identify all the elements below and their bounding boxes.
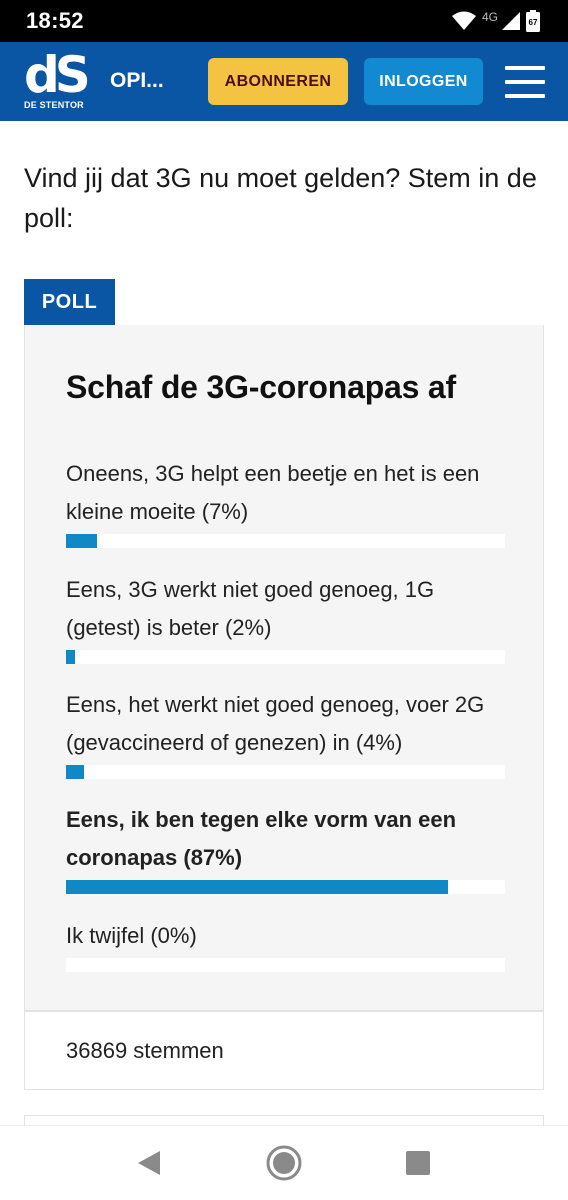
status-icons: 4G 67: [451, 10, 540, 32]
vote-count: 36869 stemmen: [66, 1038, 224, 1063]
status-time: 18:52: [26, 8, 84, 33]
poll-footer: 36869 stemmen: [24, 1011, 544, 1090]
poll-option[interactable]: Oneens, 3G helpt een beetje en het is ee…: [66, 455, 506, 548]
signal-icon: [502, 12, 520, 30]
battery-level: 67: [528, 18, 538, 27]
logo-subtitle: DE STENTOR: [24, 100, 84, 110]
logo[interactable]: dS DE STENTOR: [24, 46, 91, 113]
poll-option[interactable]: Ik twijfel (0%): [66, 917, 506, 972]
poll-option-label: Eens, het werkt niet goed genoeg, voer 2…: [66, 692, 485, 755]
poll-bar-track: [66, 765, 505, 779]
menu-icon[interactable]: [505, 66, 545, 98]
poll-bar-fill: [66, 650, 75, 664]
poll-bar-track: [66, 958, 505, 972]
poll-card: Schaf de 3G-coronapas af Oneens, 3G help…: [24, 325, 544, 1011]
battery-icon: 67: [526, 10, 540, 32]
poll-bar-fill: [66, 534, 97, 548]
logo-mark: dS: [24, 46, 91, 104]
poll-option-label: Ik twijfel (0%): [66, 923, 197, 948]
poll-bar-track: [66, 880, 505, 894]
poll-option-label: Eens, 3G werkt niet goed genoeg, 1G (get…: [66, 577, 435, 640]
poll-bar-track: [66, 534, 505, 548]
app-header: dS DE STENTOR OPI... ABONNEREN INLOGGEN: [0, 42, 568, 121]
home-icon[interactable]: [266, 1145, 302, 1181]
poll-option[interactable]: Eens, 3G werkt niet goed genoeg, 1G (get…: [66, 571, 506, 664]
status-bar: 18:52 4G 67: [0, 0, 568, 42]
article-intro: Vind jij dat 3G nu moet gelden? Stem in …: [24, 163, 537, 233]
wifi-icon: [451, 11, 476, 30]
nav-bar: [0, 1125, 568, 1200]
network-label: 4G: [481, 10, 498, 24]
poll-tag: POLL: [24, 279, 115, 325]
poll-option-label: Eens, ik ben tegen elke vorm van een cor…: [66, 807, 457, 870]
poll-option[interactable]: Eens, het werkt niet goed genoeg, voer 2…: [66, 686, 506, 779]
poll-bar-fill: [66, 765, 84, 779]
subscribe-button[interactable]: ABONNEREN: [208, 58, 348, 105]
login-button[interactable]: INLOGGEN: [364, 58, 483, 105]
poll-option-selected[interactable]: Eens, ik ben tegen elke vorm van een cor…: [66, 801, 506, 894]
poll-title: Schaf de 3G-coronapas af: [66, 369, 456, 405]
section-label[interactable]: OPI...: [110, 69, 164, 92]
poll-bar-track: [66, 650, 505, 664]
recent-apps-icon[interactable]: [406, 1151, 430, 1175]
back-icon[interactable]: [136, 1150, 162, 1176]
poll-bar-fill: [66, 880, 448, 894]
poll-option-label: Oneens, 3G helpt een beetje en het is ee…: [66, 461, 480, 524]
